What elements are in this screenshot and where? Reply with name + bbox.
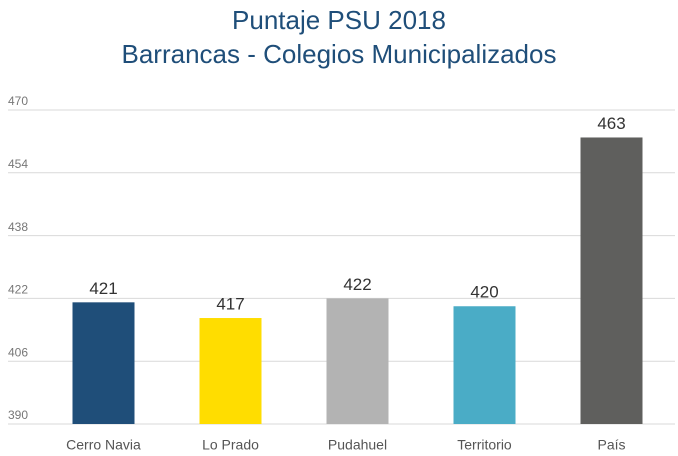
value-label: 463 bbox=[597, 114, 625, 133]
bar bbox=[453, 306, 516, 424]
value-label: 422 bbox=[343, 275, 371, 294]
x-tick-label: Pudahuel bbox=[328, 437, 387, 453]
chart-subtitle: Barrancas - Colegios Municipalizados bbox=[122, 39, 557, 69]
value-label: 420 bbox=[470, 283, 498, 302]
y-tick-label: 438 bbox=[8, 220, 28, 234]
value-label: 421 bbox=[89, 279, 117, 298]
y-tick-label: 406 bbox=[8, 345, 28, 359]
x-tick-label: Cerro Navia bbox=[66, 437, 141, 453]
bar bbox=[72, 302, 135, 424]
bar bbox=[199, 318, 262, 424]
y-tick-label: 390 bbox=[8, 408, 28, 422]
x-tick-label: País bbox=[597, 437, 625, 453]
y-tick-label: 470 bbox=[8, 94, 28, 108]
chart-title: Puntaje PSU 2018 bbox=[232, 5, 446, 35]
x-tick-label: Lo Prado bbox=[202, 437, 259, 453]
value-label: 417 bbox=[216, 295, 244, 314]
bar bbox=[580, 137, 643, 424]
bar bbox=[326, 298, 389, 424]
y-tick-label: 454 bbox=[8, 157, 28, 171]
y-tick-label: 422 bbox=[8, 283, 28, 297]
x-tick-label: Territorio bbox=[457, 437, 512, 453]
